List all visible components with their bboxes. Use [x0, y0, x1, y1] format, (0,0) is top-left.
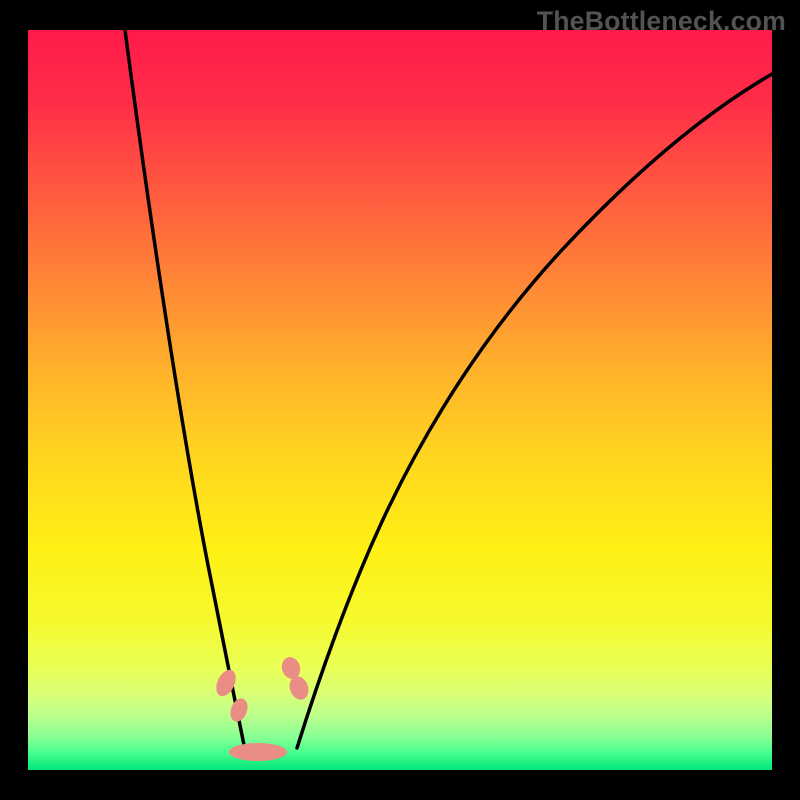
- marker-blob: [286, 674, 311, 703]
- marker-blob: [227, 696, 250, 724]
- chart-svg: [0, 0, 800, 800]
- markers-group: [212, 655, 311, 761]
- curve-left: [125, 30, 244, 745]
- chart-canvas: TheBottleneck.com: [0, 0, 800, 800]
- curve-right: [297, 74, 772, 748]
- marker-blob: [279, 655, 303, 681]
- marker-blob: [212, 667, 239, 700]
- watermark-text: TheBottleneck.com: [537, 6, 786, 37]
- plot-background: [28, 30, 772, 770]
- marker-blob: [229, 743, 287, 761]
